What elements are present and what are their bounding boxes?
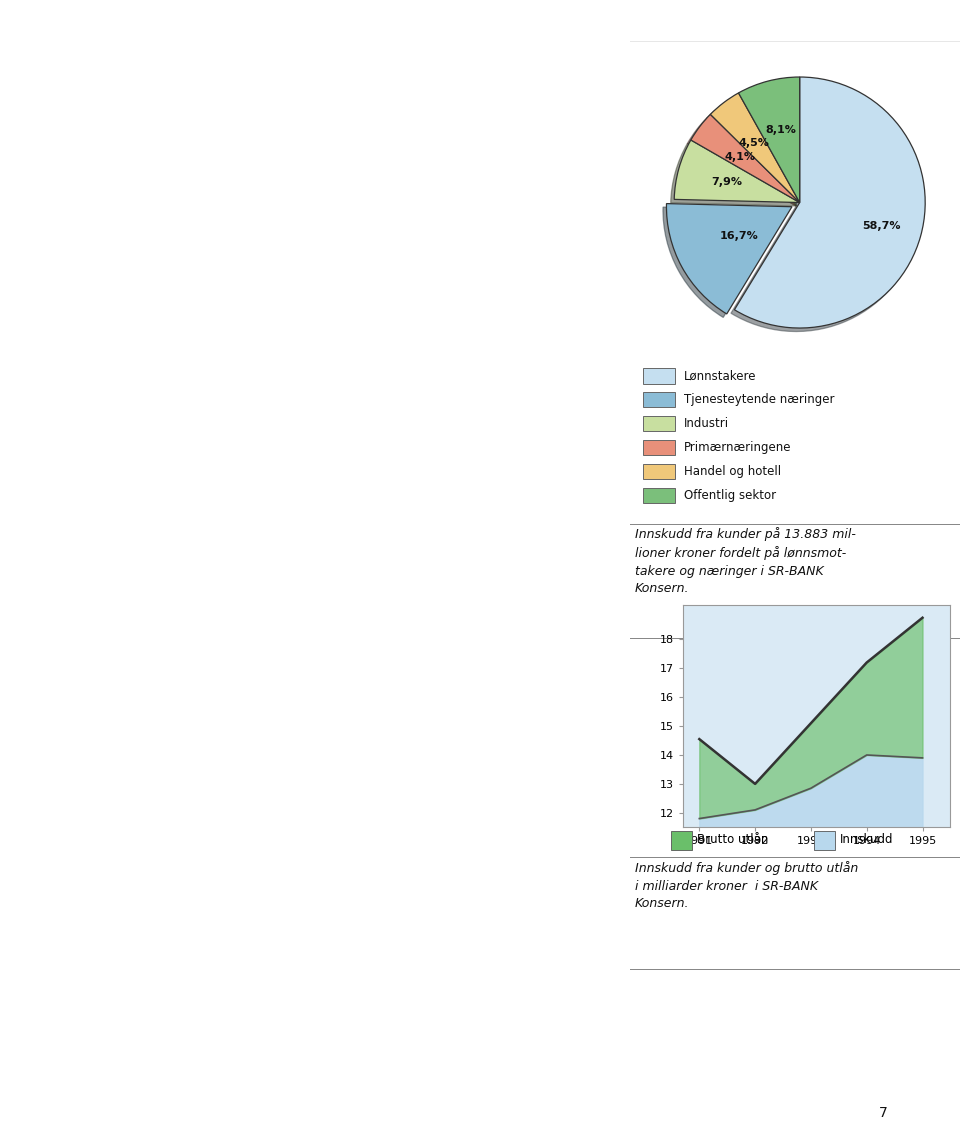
- Text: Lønnstakere: Lønnstakere: [684, 370, 756, 382]
- Bar: [642, 393, 675, 407]
- Wedge shape: [674, 140, 800, 202]
- Bar: [814, 831, 834, 850]
- Wedge shape: [691, 114, 800, 202]
- Wedge shape: [734, 76, 925, 327]
- Text: 7: 7: [878, 1106, 888, 1120]
- Text: 7,9%: 7,9%: [711, 177, 743, 187]
- Text: 58,7%: 58,7%: [863, 220, 901, 230]
- Bar: [642, 439, 675, 455]
- Text: Industri: Industri: [684, 418, 730, 430]
- Bar: [642, 463, 675, 479]
- Text: Primærnæringene: Primærnæringene: [684, 442, 792, 454]
- Wedge shape: [666, 203, 792, 314]
- Bar: [642, 416, 675, 431]
- Text: 4,1%: 4,1%: [724, 152, 756, 162]
- Text: 4,5%: 4,5%: [738, 138, 770, 147]
- Bar: [671, 831, 691, 850]
- Text: Brutto utlån: Brutto utlån: [697, 833, 769, 847]
- Text: 16,7%: 16,7%: [720, 230, 758, 241]
- Wedge shape: [738, 76, 800, 202]
- Text: Handel og hotell: Handel og hotell: [684, 464, 781, 478]
- Bar: [642, 369, 675, 383]
- Wedge shape: [710, 92, 800, 202]
- Text: Innskudd fra kunder på 13.883 mil-
lioner kroner fordelt på lønnsmot-
takere og : Innskudd fra kunder på 13.883 mil- lione…: [635, 527, 855, 594]
- Bar: [642, 487, 675, 503]
- Text: Tjenesteytende næringer: Tjenesteytende næringer: [684, 394, 835, 406]
- Text: Innskudd fra kunder og brutto utlån
i milliarder kroner  i SR-BANK
Konsern.: Innskudd fra kunder og brutto utlån i mi…: [635, 861, 858, 911]
- Text: Offentlig sektor: Offentlig sektor: [684, 488, 777, 502]
- Text: 8,1%: 8,1%: [765, 124, 796, 135]
- Text: Innskudd: Innskudd: [840, 833, 894, 847]
